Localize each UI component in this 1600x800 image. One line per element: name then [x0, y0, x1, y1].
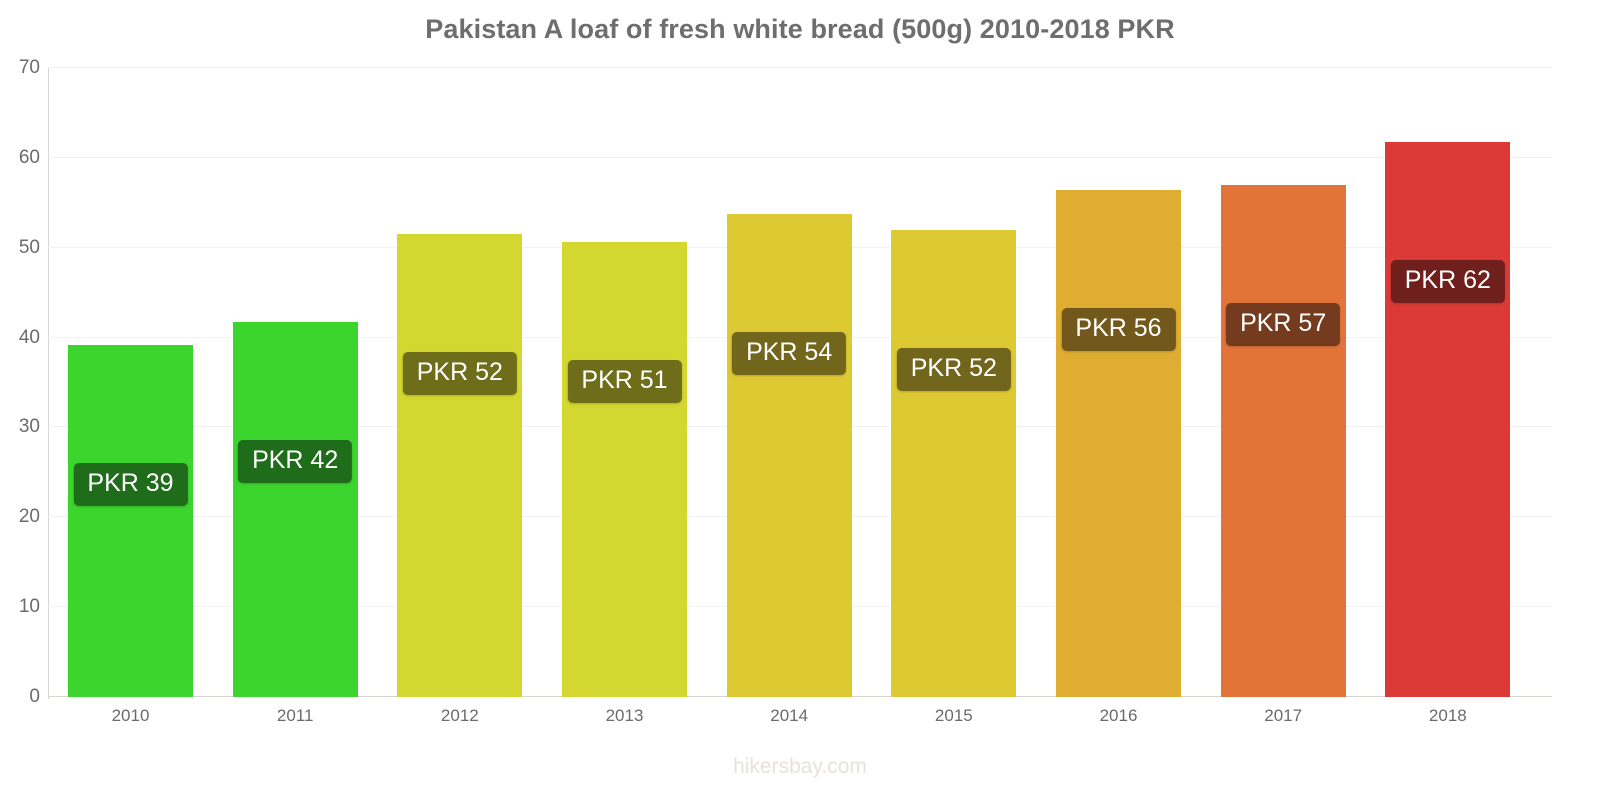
bar-slot: PKR 52 — [891, 229, 1017, 697]
bar-slot: PKR 56 — [1056, 190, 1181, 697]
y-axis-tick-label: 0 — [29, 686, 40, 707]
bar[interactable] — [1385, 141, 1511, 697]
x-axis-tick-label: 2010 — [111, 706, 150, 725]
y-axis-tick-label: 60 — [18, 146, 40, 168]
bar-slot: PKR 39 — [68, 344, 193, 697]
y-axis-tick-label: 20 — [18, 506, 40, 528]
x-axis-tick-label: 2018 — [1428, 706, 1467, 725]
y-axis-tick-label: 30 — [18, 416, 40, 438]
bar-value-label: PKR 62 — [1390, 259, 1505, 303]
bar[interactable] — [891, 229, 1017, 697]
bar-slot: PKR 54 — [726, 213, 852, 697]
bar-value-label: PKR 56 — [1061, 308, 1176, 352]
bar-slot: PKR 51 — [562, 242, 687, 697]
bar-value-label: PKR 52 — [896, 347, 1011, 391]
bar[interactable] — [726, 213, 852, 697]
bar-value-label: PKR 51 — [567, 360, 682, 404]
source-credit: hikersbay.com — [733, 755, 867, 778]
x-axis-tick-labels: 2010 2011 2012 2013 2014 2015 2016 2017 2018 — [48, 706, 1552, 740]
bar-value-label: PKR 52 — [402, 352, 517, 396]
bar-slot: PKR 42 — [232, 322, 358, 697]
y-axis-line — [48, 68, 49, 699]
bar[interactable] — [232, 322, 358, 697]
plot-area: PKR 39 PKR 42 PKR 52 PKR 51 PKR 54 PKR 52 PKR … — [48, 67, 1552, 697]
bar[interactable] — [397, 234, 523, 697]
bar-slot: PKR 57 — [1220, 184, 1346, 697]
x-axis-tick-label: 2013 — [605, 706, 644, 725]
bar-value-label: PKR 39 — [73, 462, 188, 506]
bar-slot: PKR 62 — [1385, 141, 1511, 697]
bar[interactable] — [1220, 184, 1346, 697]
bar[interactable] — [68, 344, 193, 697]
x-axis-tick-label: 2014 — [770, 706, 809, 725]
y-axis-tick-label: 10 — [18, 596, 40, 618]
y-axis-tick-label: 50 — [18, 236, 40, 258]
bar-value-label: PKR 54 — [732, 331, 847, 375]
y-axis-tick-label: 70 — [18, 57, 40, 78]
x-axis-tick-label: 2017 — [1264, 706, 1303, 725]
gridline — [48, 156, 1552, 158]
gridline — [48, 67, 1552, 68]
bar[interactable] — [1056, 190, 1181, 697]
x-axis-tick-label: 2016 — [1099, 706, 1138, 725]
x-axis-tick-label: 2011 — [276, 706, 314, 725]
bar[interactable] — [562, 242, 687, 697]
y-axis-tick-label: 40 — [18, 326, 40, 348]
x-axis-tick-label: 2015 — [934, 706, 973, 725]
y-axis-tick-labels: 0 10 20 30 40 50 60 70 — [0, 57, 40, 707]
bar-slot: PKR 52 — [397, 234, 523, 697]
x-axis-tick-label: 2012 — [440, 706, 479, 725]
bar-value-label: PKR 57 — [1226, 302, 1341, 346]
bar-value-label: PKR 42 — [238, 440, 353, 484]
chart-title: Pakistan A loaf of fresh white bread (50… — [425, 14, 1175, 44]
